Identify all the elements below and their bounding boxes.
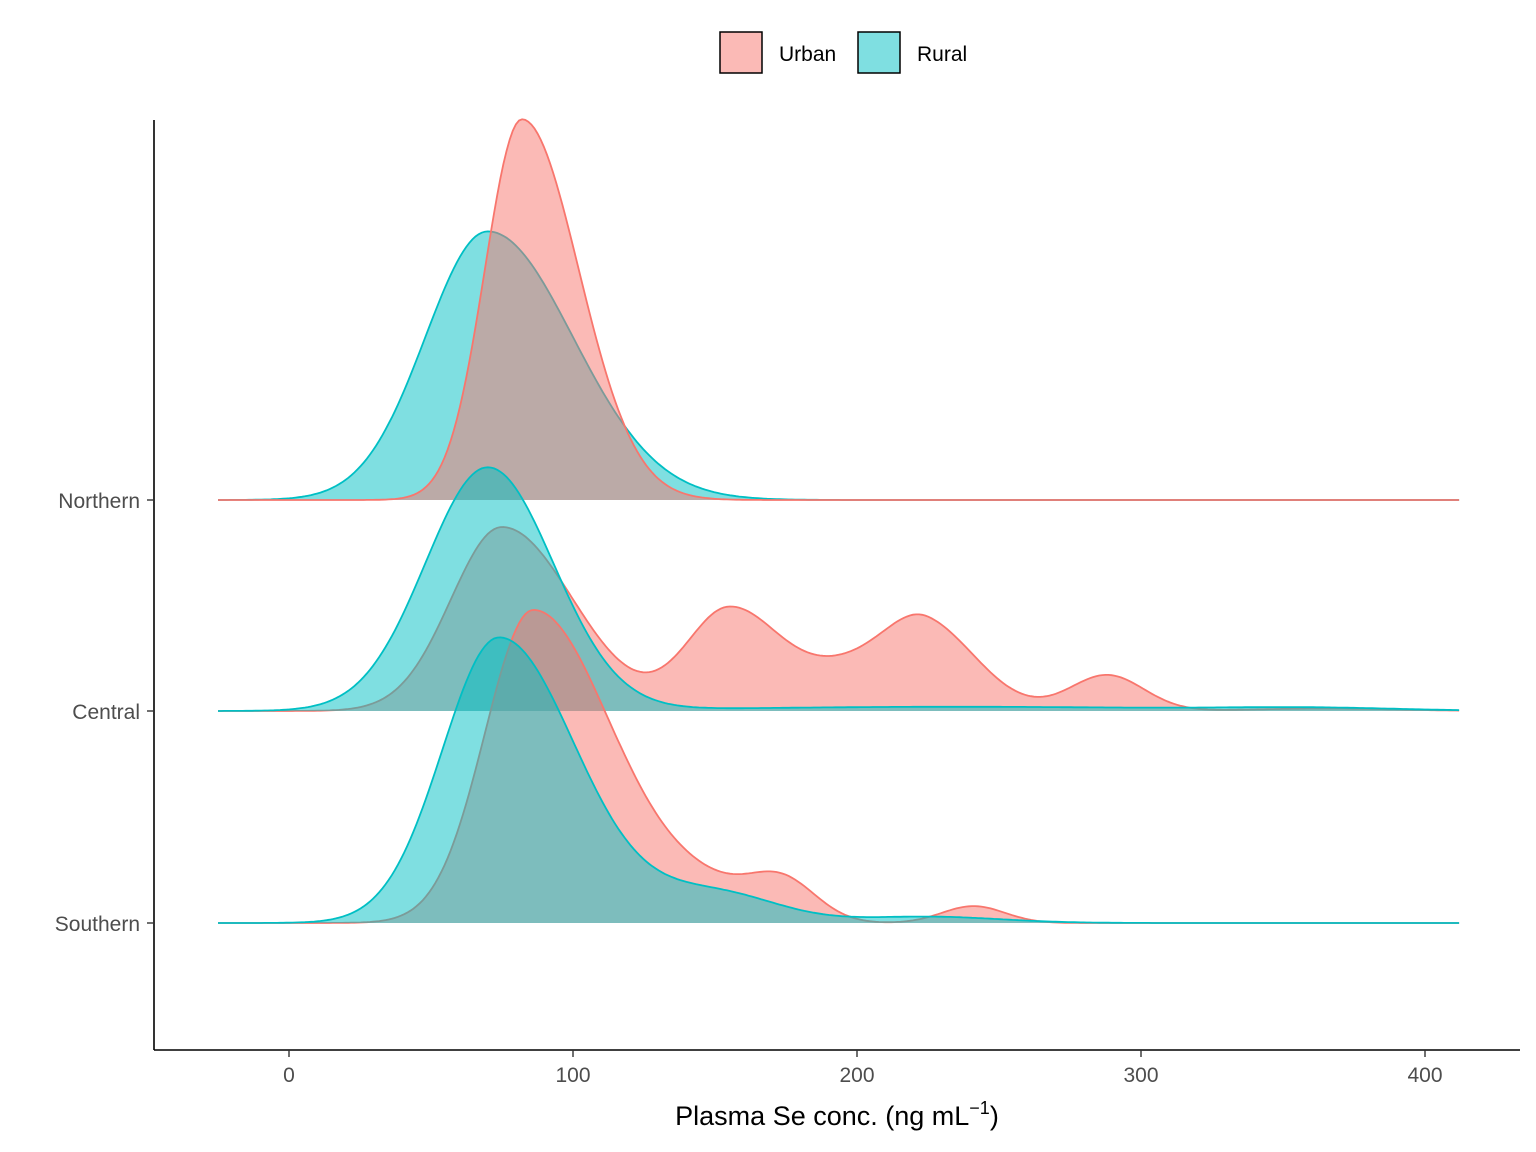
y-tick-label-northern: Northern: [58, 490, 140, 513]
x-tick-label: 0: [283, 1064, 295, 1087]
y-tick-label-southern: Southern: [55, 913, 140, 936]
ridge-area-northern-urban: [218, 119, 1460, 501]
x-axis-title-close: ): [990, 1101, 999, 1131]
legend: Urban Rural: [719, 31, 967, 74]
x-tick-label: 400: [1407, 1064, 1442, 1087]
legend-label-urban: Urban: [779, 43, 836, 66]
legend-key-rural: [857, 31, 901, 74]
x-axis-title-superscript: −1: [969, 1098, 990, 1118]
x-tick-label: 200: [839, 1064, 874, 1087]
density-ridges: [218, 118, 1460, 924]
ridge-line-central-rural: [218, 466, 1460, 712]
ridge-line-northern-urban: [218, 118, 1460, 501]
legend-label-rural: Rural: [917, 43, 967, 66]
legend-key-urban: [719, 31, 763, 74]
ridge-area-northern-rural: [218, 231, 1460, 500]
y-tick-label-central: Central: [72, 701, 140, 724]
y-axis: Northern Central Southern: [55, 490, 154, 936]
x-axis: 0 100 200 300 400: [283, 1050, 1443, 1087]
x-tick-label: 100: [555, 1064, 590, 1087]
x-axis-title-main: Plasma Se conc. (ng mL: [675, 1101, 969, 1131]
ridge-area-southern-rural: [218, 637, 1460, 923]
x-axis-title: Plasma Se conc. (ng mL−1): [675, 1098, 999, 1131]
ridge-line-southern-rural: [218, 636, 1460, 924]
x-tick-label: 300: [1123, 1064, 1158, 1087]
